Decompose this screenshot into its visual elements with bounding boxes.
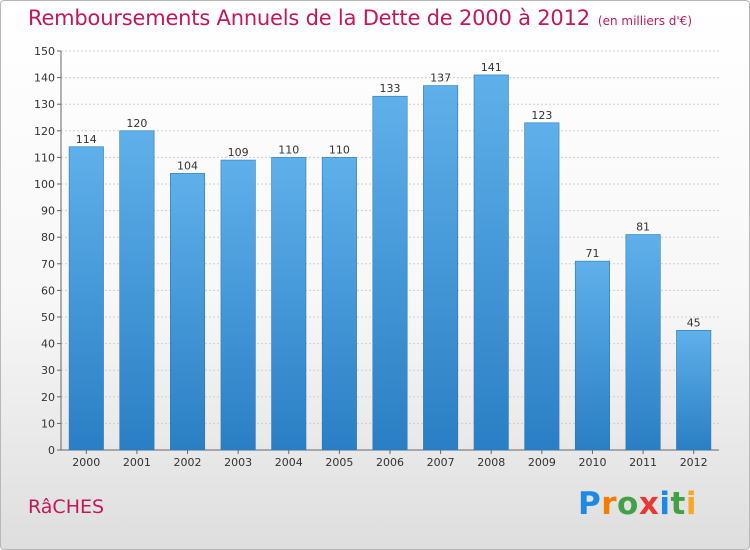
chart-title-text: Remboursements Annuels de la Dette de 20… [28, 6, 590, 30]
data-label: 71 [585, 247, 599, 260]
data-label: 110 [278, 143, 299, 156]
bar [625, 234, 661, 451]
bar [321, 157, 357, 451]
x-tick-label: 2009 [528, 456, 556, 469]
bar [372, 95, 408, 451]
y-tick-label: 120 [34, 125, 55, 138]
chart-subtitle: (en milliers d'€) [597, 14, 693, 28]
y-tick-label: 70 [41, 258, 55, 271]
data-label: 120 [126, 117, 147, 130]
bar [524, 122, 560, 451]
y-tick-label: 10 [41, 417, 55, 430]
logo-letter: t [670, 486, 686, 522]
y-tick-label: 60 [41, 284, 55, 297]
x-tick-label: 2006 [376, 456, 404, 469]
data-label: 114 [76, 133, 97, 146]
bar [119, 130, 155, 451]
data-label: 123 [531, 109, 552, 122]
bar [68, 146, 104, 451]
labels: 0 10 20 30 40 50 60 70 80 90 100 110 120 130 140 150 114… [34, 45, 708, 469]
logo-letter: x [638, 486, 660, 522]
data-label: 133 [380, 82, 401, 95]
bar [423, 85, 459, 451]
y-tick-label: 40 [41, 338, 55, 351]
data-label: 81 [636, 221, 650, 234]
commune-name: RâCHES [28, 496, 105, 518]
y-tick-label: 140 [34, 72, 55, 85]
bars [68, 74, 712, 451]
logo-letter: i [685, 486, 697, 522]
proxiti-logo: Proxiti [578, 486, 697, 522]
x-tick-label: 2001 [123, 456, 151, 469]
x-tick-label: 2008 [477, 456, 505, 469]
logo-letter: r [601, 486, 618, 522]
y-tick-label: 0 [48, 444, 55, 457]
x-tick-label: 2000 [72, 456, 100, 469]
y-tick-label: 110 [34, 151, 55, 164]
y-tick-label: 100 [34, 178, 55, 191]
chart-title: Remboursements Annuels de la Dette de 20… [28, 6, 692, 30]
y-tick-label: 20 [41, 391, 55, 404]
data-label: 109 [228, 146, 249, 159]
bar [574, 260, 610, 451]
y-tick-label: 30 [41, 364, 55, 377]
bar [676, 329, 712, 451]
bar [473, 74, 509, 451]
logo-letter: o [617, 486, 639, 522]
data-label: 141 [481, 61, 502, 74]
bar [271, 157, 307, 451]
y-tick-label: 150 [34, 45, 55, 58]
x-tick-label: 2005 [325, 456, 353, 469]
x-tick-label: 2007 [427, 456, 455, 469]
y-tick-label: 90 [41, 205, 55, 218]
y-tick-label: 80 [41, 231, 55, 244]
data-label: 137 [430, 72, 451, 85]
x-tick-label: 2011 [629, 456, 657, 469]
y-tick-label: 130 [34, 98, 55, 111]
x-tick-label: 2002 [174, 456, 202, 469]
x-tick-label: 2004 [275, 456, 303, 469]
x-tick-label: 2010 [578, 456, 606, 469]
bar [170, 173, 206, 451]
logo-letter: P [578, 486, 602, 522]
data-label: 110 [329, 143, 350, 156]
y-tick-label: 50 [41, 311, 55, 324]
data-label: 45 [687, 316, 701, 329]
x-tick-label: 2012 [680, 456, 708, 469]
x-tick-label: 2003 [224, 456, 252, 469]
data-label: 104 [177, 159, 198, 172]
logo-letter: i [659, 486, 671, 522]
bar [220, 159, 256, 451]
